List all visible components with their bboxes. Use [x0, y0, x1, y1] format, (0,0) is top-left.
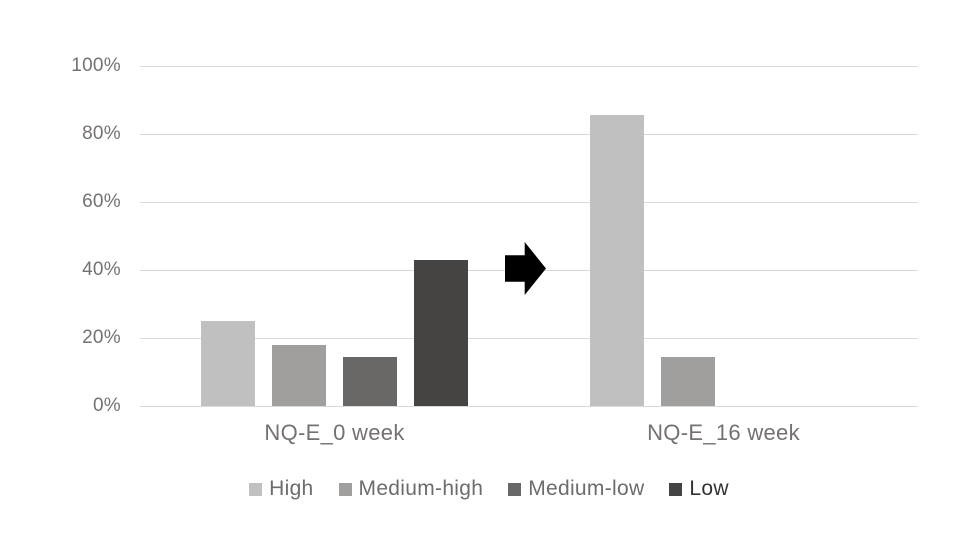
- x-label-16-week: NQ-E_16 week: [647, 420, 800, 445]
- bar-low-nq-e-0-week: [414, 260, 468, 406]
- legend-item-medium-high: Medium-high: [338, 477, 484, 501]
- bar-medium-high-nq-e-0-week: [272, 345, 326, 406]
- y-tick-40: 40%: [82, 259, 121, 280]
- legend-swatch-high-icon: [249, 482, 263, 496]
- legend: High Medium-high Medium-low Low: [0, 477, 978, 501]
- bar-high-nq-e-0-week: [201, 321, 255, 406]
- legend-label-high: High: [269, 477, 314, 500]
- legend-item-low: Low: [669, 477, 729, 501]
- gridline-80: [140, 134, 918, 135]
- legend-label-low: Low: [689, 477, 729, 500]
- y-tick-100: 100%: [71, 55, 121, 76]
- legend-label-medium-high: Medium-high: [358, 477, 484, 500]
- gridline-100: [140, 66, 918, 67]
- bar-medium-low-nq-e-0-week: [343, 357, 397, 406]
- gridline-20: [140, 338, 918, 339]
- y-tick-20: 20%: [82, 327, 121, 348]
- gridline-0: [140, 406, 918, 407]
- arrow-right-icon: [505, 242, 546, 295]
- bar-high-nq-e-16-week: [590, 115, 644, 406]
- gridline-60: [140, 202, 918, 203]
- legend-item-high: High: [249, 477, 313, 501]
- legend-swatch-medium-low-icon: [508, 482, 522, 496]
- bar-medium-high-nq-e-16-week: [661, 357, 715, 406]
- y-tick-60: 60%: [82, 191, 121, 212]
- legend-swatch-medium-high-icon: [338, 482, 352, 496]
- legend-label-medium-low: Medium-low: [528, 477, 645, 500]
- x-label-0-week: NQ-E_0 week: [264, 420, 405, 445]
- legend-swatch-low-icon: [669, 482, 683, 496]
- y-tick-80: 80%: [82, 123, 121, 144]
- y-tick-0: 0%: [92, 395, 121, 416]
- legend-item-medium-low: Medium-low: [508, 477, 644, 501]
